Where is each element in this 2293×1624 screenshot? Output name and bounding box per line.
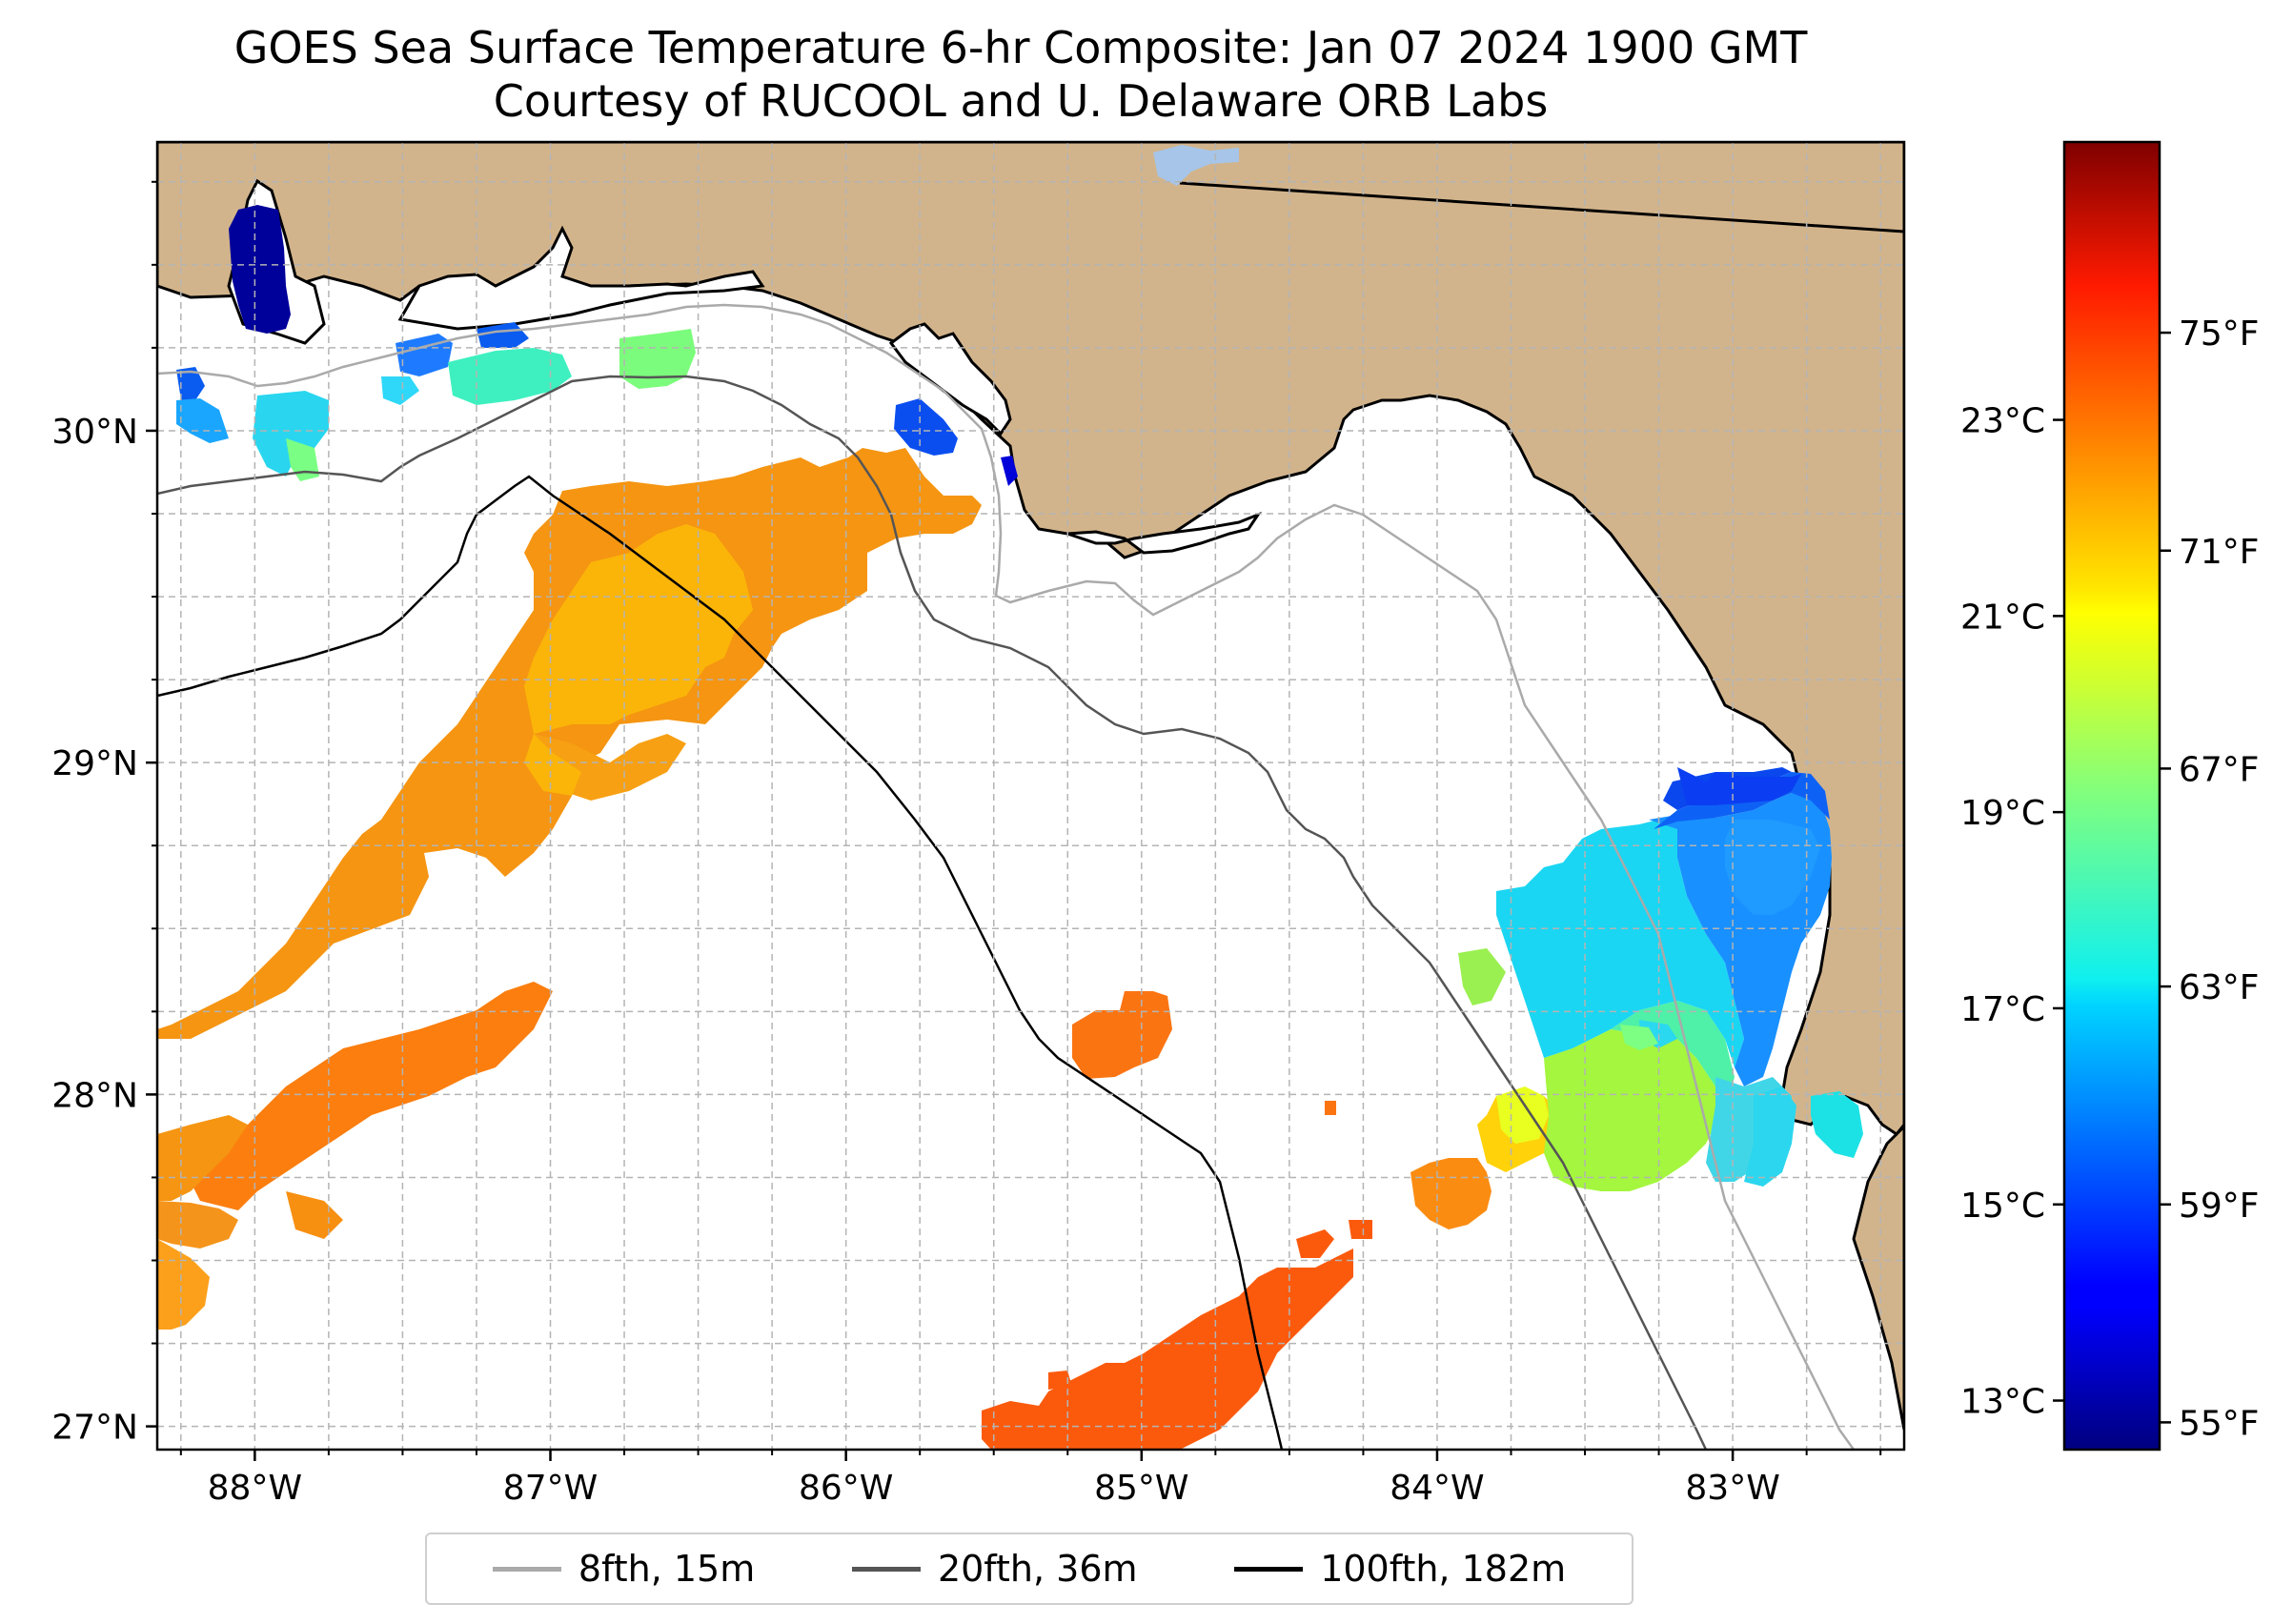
celsius-tick-label: 17°C: [1960, 990, 2045, 1029]
lon-tick-label: 88°W: [208, 1469, 302, 1508]
sst-data-layer: [157, 205, 1863, 1450]
celsius-tick-label: 15°C: [1960, 1187, 2045, 1226]
legend-swatch: [492, 1566, 561, 1572]
chart-title: GOES Sea Surface Temperature 6-hr Compos…: [233, 22, 1808, 73]
map-frame: [155, 140, 1906, 1451]
lat-tick-label: 28°N: [51, 1076, 138, 1115]
colorbar: [2062, 140, 2161, 1451]
bay-water: [397, 225, 765, 331]
fahrenheit-tick-label: 55°F: [2179, 1404, 2260, 1443]
contour-20fth: [157, 375, 1708, 1450]
legend: 8fth, 15m 20fth, 36m 100fth, 182m: [425, 1533, 1634, 1605]
colorbar-fahrenheit-axis: 55°F 59°F 63°F 67°F 71°F 75°F: [2160, 315, 2260, 1443]
legend-swatch: [1234, 1566, 1304, 1572]
legend-item-8fth: 8fth, 15m: [492, 1548, 756, 1590]
lon-tick-label: 87°W: [503, 1469, 598, 1508]
legend-swatch: [851, 1566, 921, 1572]
longitude-axis: 88°W 87°W 86°W 85°W 84°W 83°W: [179, 1450, 1882, 1508]
legend-label: 100fth, 182m: [1320, 1548, 1567, 1590]
legend-label: 8fth, 15m: [578, 1548, 756, 1590]
celsius-tick-label: 13°C: [1960, 1383, 2045, 1422]
lon-tick-label: 84°W: [1390, 1469, 1484, 1508]
fahrenheit-tick-label: 71°F: [2179, 533, 2260, 572]
bay-water: [1066, 511, 1262, 555]
legend-item-100fth: 100fth, 182m: [1234, 1548, 1566, 1590]
contour-100fth: [157, 475, 1284, 1450]
gridlines: [157, 142, 1904, 1450]
legend-item-20fth: 20fth, 36m: [851, 1548, 1138, 1590]
chart-subtitle: Courtesy of RUCOOL and U. Delaware ORB L…: [493, 75, 1549, 127]
lat-tick-label: 29°N: [51, 744, 138, 783]
celsius-tick-label: 21°C: [1960, 598, 2045, 637]
lat-tick-label: 30°N: [51, 413, 138, 452]
colorbar-celsius-axis: 13°C 15°C 17°C 19°C 21°C 23°C: [1960, 402, 2064, 1422]
lon-tick-label: 86°W: [799, 1469, 893, 1508]
celsius-tick-label: 23°C: [1960, 402, 2045, 441]
lake: [1153, 145, 1239, 186]
celsius-tick-label: 19°C: [1960, 794, 2045, 833]
lat-tick-label: 27°N: [51, 1409, 138, 1448]
fahrenheit-tick-label: 59°F: [2179, 1187, 2260, 1226]
lon-tick-label: 85°W: [1094, 1469, 1188, 1508]
fahrenheit-tick-label: 63°F: [2179, 968, 2260, 1007]
contour-8fth: [157, 303, 1856, 1450]
latitude-axis: 27°N 28°N 29°N 30°N: [51, 180, 157, 1448]
lon-tick-label: 83°W: [1685, 1469, 1779, 1508]
legend-label: 20fth, 36m: [937, 1548, 1138, 1590]
fahrenheit-tick-label: 75°F: [2179, 315, 2260, 354]
fahrenheit-tick-label: 67°F: [2179, 750, 2260, 789]
state-border: [1179, 181, 1904, 233]
